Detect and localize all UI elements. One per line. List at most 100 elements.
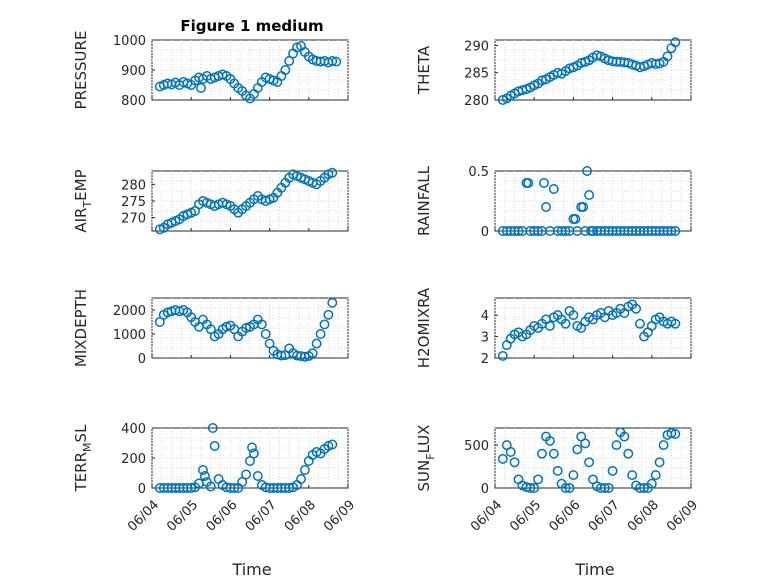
data-point	[331, 56, 342, 67]
x-tick-label: 06/05	[507, 498, 544, 535]
y-axis-label-main: RAINFALL	[415, 165, 433, 236]
y-axis-label-tail: EMP	[72, 169, 90, 200]
y-axis-label-main: SUN	[415, 460, 433, 492]
y-tick-label: 2000	[113, 304, 146, 319]
data-point	[584, 457, 595, 468]
data-point	[199, 471, 210, 481]
data-point	[646, 478, 657, 489]
data-point	[603, 483, 614, 493]
data-point	[580, 438, 591, 449]
y-tick-label: 280	[464, 94, 489, 109]
data-point	[523, 178, 534, 188]
data-point	[548, 184, 559, 194]
panel-mixdepth: 0 1000 2000 MIXDEPTH	[72, 289, 349, 367]
data-point	[548, 448, 559, 459]
y-axis-label-main: THETA	[415, 45, 433, 95]
y-tick-label: 0	[481, 482, 489, 497]
y-axis-label-main: H2OMIXRA	[415, 287, 433, 368]
data-point	[207, 423, 218, 433]
data-point	[186, 483, 197, 493]
data-point	[552, 465, 563, 476]
data-point	[529, 483, 540, 493]
y-axis-label: RAINFALL	[415, 165, 433, 236]
data-point	[284, 56, 295, 66]
data-point	[537, 75, 547, 86]
data-point	[209, 441, 220, 451]
y-axis-label-tail: LUX	[415, 425, 433, 454]
y-tick-label: 400	[121, 422, 146, 437]
data-point	[497, 350, 508, 361]
data-point	[280, 65, 291, 75]
x-tick-label: 06/04	[125, 498, 162, 535]
data-point	[654, 457, 665, 468]
data-point	[513, 226, 524, 236]
data-point	[631, 303, 642, 314]
data-point	[607, 465, 618, 476]
data-point	[533, 474, 544, 485]
data-point	[670, 429, 681, 439]
panel-theta: 280 285 290 THETA	[415, 37, 692, 109]
y-tick-label: 1000	[113, 328, 146, 343]
y-axis-label-main: AIR	[72, 208, 90, 233]
data-point	[578, 202, 589, 212]
y-tick-label: 0	[138, 352, 146, 367]
data-point	[327, 56, 338, 66]
y-axis-label-sub: M	[81, 442, 94, 452]
data-point	[497, 453, 508, 464]
data-point	[327, 439, 338, 450]
x-tick-label: 06/08	[625, 498, 662, 535]
data-point	[650, 470, 661, 481]
data-point	[245, 456, 255, 466]
data-point	[572, 444, 583, 455]
data-point	[307, 348, 318, 359]
data-point	[311, 338, 322, 349]
data-point	[627, 470, 638, 481]
data-point	[670, 226, 681, 236]
x-tick-label: 06/09	[664, 498, 701, 535]
data-point	[623, 448, 634, 459]
data-point	[319, 319, 330, 330]
panel-pressure: 800 900 1000 PRESSURE	[72, 31, 349, 109]
y-tick-label: 200	[121, 452, 146, 467]
y-axis-label: SUNFLUX	[415, 425, 437, 492]
y-tick-label: 290	[464, 39, 489, 54]
y-axis-label-main: MIXDEPTH	[72, 289, 90, 367]
data-point	[299, 465, 310, 475]
data-point	[539, 178, 549, 188]
x-tick-label: 06/04	[468, 498, 505, 535]
y-tick-label: 275	[121, 195, 146, 210]
data-point	[658, 440, 669, 451]
y-tick-label: 500	[464, 439, 489, 454]
data-point	[619, 431, 630, 442]
data-point	[537, 448, 547, 459]
y-axis-label: AIRTEMP	[72, 169, 94, 232]
y-tick-label: 0.5	[468, 165, 489, 180]
x-tick-label: 06/07	[586, 498, 623, 535]
data-point	[560, 318, 571, 329]
data-point	[560, 483, 571, 493]
data-point	[568, 470, 579, 481]
y-tick-label: 285	[464, 67, 489, 82]
data-point	[247, 442, 257, 453]
data-point	[154, 317, 165, 327]
panel-terr: 0 200 400 06/04 06/05 06/06 06/07 06/08 06/09 TER…	[72, 422, 358, 535]
x-axis-label-left: Time	[231, 560, 271, 579]
y-tick-label: 1000	[113, 34, 146, 49]
data-point	[584, 190, 595, 200]
data-point	[639, 483, 649, 493]
data-point	[568, 310, 579, 321]
panel-rainfall: 0 0.5 RAINFALL	[415, 165, 692, 240]
data-point	[315, 329, 326, 339]
data-point	[525, 483, 536, 493]
data-point	[611, 440, 622, 451]
panel-air: 270 275 280 AIRTEMP	[72, 167, 349, 235]
data-point	[670, 37, 681, 48]
data-point	[666, 226, 677, 236]
data-point	[670, 318, 681, 329]
x-tick-label: 06/06	[203, 498, 240, 535]
data-point	[205, 481, 216, 492]
x-tick-label: 06/05	[164, 498, 201, 535]
data-point	[276, 350, 287, 361]
data-point	[260, 329, 271, 339]
y-axis-label: THETA	[415, 45, 433, 95]
